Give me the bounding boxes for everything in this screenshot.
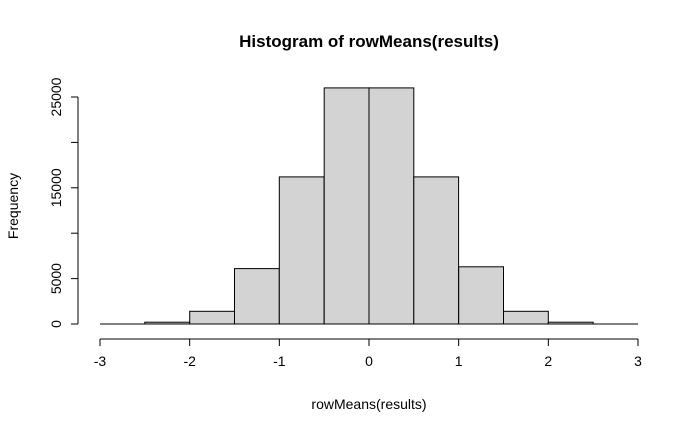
y-tick-label: 25000 (48, 77, 64, 116)
histogram-bar-7 (413, 176, 460, 325)
histogram-bar-5 (323, 87, 370, 325)
x-tick-label: 0 (365, 353, 373, 369)
y-tick-label: 0 (48, 320, 64, 328)
x-tick-label: 2 (544, 353, 552, 369)
histogram-bar-3 (234, 268, 280, 325)
y-axis-label: Frequency (5, 173, 21, 239)
x-axis: -3 -2 -1 0 1 2 3 (94, 338, 642, 369)
histogram-bar-9 (503, 310, 549, 325)
histogram-bar-4 (278, 176, 325, 325)
histogram-bar-6 (368, 87, 415, 325)
x-tick-label: -3 (94, 353, 107, 369)
x-axis-label: rowMeans(results) (311, 396, 426, 412)
y-axis: 0 5000 15000 25000 (48, 77, 79, 328)
y-tick-label: 15000 (48, 168, 64, 207)
x-tick-label: 3 (634, 353, 642, 369)
x-tick-label: 1 (455, 353, 463, 369)
x-tick-label: -1 (273, 353, 286, 369)
histogram-bar-2 (189, 310, 235, 325)
x-tick-label: -2 (183, 353, 196, 369)
chart-title: Histogram of rowMeans(results) (239, 32, 499, 51)
histogram-bar-8 (458, 266, 505, 325)
y-tick-label: 5000 (48, 263, 64, 294)
bars-group (144, 87, 594, 325)
